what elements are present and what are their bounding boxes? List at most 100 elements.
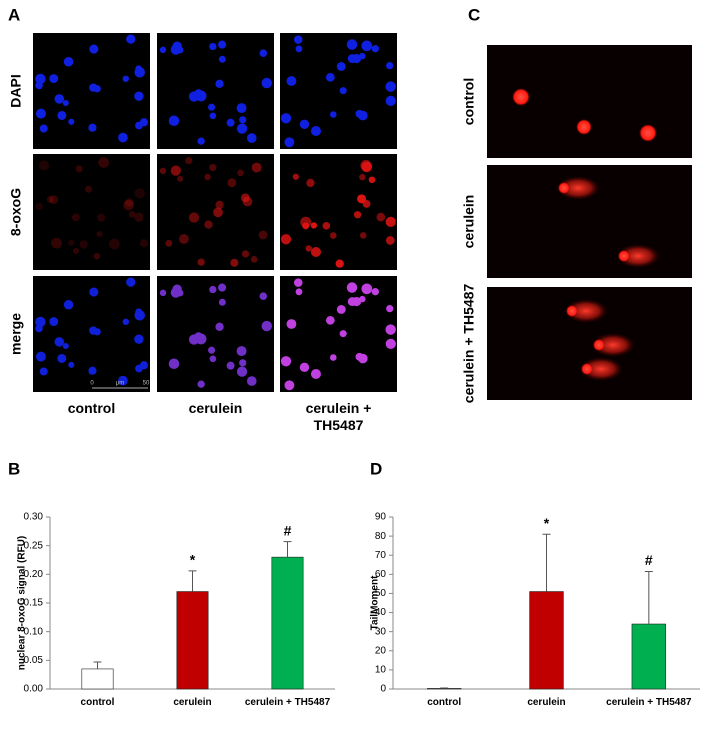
nucleus — [128, 211, 136, 218]
nucleus — [88, 123, 97, 132]
nucleus — [197, 137, 205, 145]
nucleus — [329, 111, 337, 118]
comet-tail — [564, 299, 608, 323]
x-tick-label: cerulein + TH5487 — [606, 697, 692, 708]
nucleus — [159, 46, 167, 54]
nucleus — [35, 202, 43, 211]
comet-tail — [616, 244, 660, 268]
nucleus — [35, 316, 46, 328]
nucleus — [118, 375, 128, 386]
y-axis-label: nuclear 8-oxoG signal (RFU) — [17, 536, 28, 670]
nucleus — [139, 239, 149, 248]
nucleus — [385, 95, 396, 106]
nucleus — [49, 195, 59, 205]
nucleus — [226, 118, 235, 127]
nucleus — [286, 319, 297, 329]
comet — [576, 119, 592, 135]
nucleus — [236, 103, 247, 114]
nucleus — [293, 35, 303, 44]
nucleus — [98, 157, 110, 168]
nucleus — [72, 247, 79, 254]
comet-head — [593, 339, 605, 351]
nucleus — [385, 338, 396, 349]
nucleus — [57, 110, 67, 120]
y-tick-label: 0 — [380, 684, 386, 695]
nucleus — [79, 240, 88, 249]
nucleus — [325, 72, 335, 82]
nucleus — [170, 165, 181, 176]
bar — [631, 623, 667, 690]
nucleus — [310, 222, 317, 229]
nucleus — [280, 113, 292, 124]
nucleus — [385, 236, 395, 245]
row-label: cerulein — [461, 195, 477, 249]
nucleus — [360, 159, 372, 171]
significance-mark: # — [645, 552, 653, 568]
nucleus — [122, 75, 130, 83]
nucleus — [295, 288, 303, 296]
scale-bar-label: 50 — [143, 381, 150, 387]
nucleus — [385, 324, 396, 335]
nucleus — [259, 49, 268, 57]
nucleus — [135, 364, 143, 373]
nucleus — [218, 283, 227, 292]
nucleus — [335, 259, 344, 268]
nucleus — [96, 213, 106, 222]
nucleus — [230, 258, 239, 267]
nucleus — [135, 308, 143, 316]
error-bar — [283, 541, 292, 558]
nucleus — [241, 250, 250, 258]
row-label: DAPI — [8, 74, 24, 107]
nucleus — [134, 91, 144, 101]
micrograph — [280, 276, 397, 392]
comet — [512, 88, 530, 106]
row-label: cerulein + TH5487 — [461, 284, 477, 404]
nucleus — [159, 289, 167, 297]
x-tick-label: control — [427, 697, 462, 708]
column-label-box: cerulein — [188, 400, 243, 416]
nucleus — [322, 221, 331, 230]
nucleus — [293, 278, 303, 287]
nucleus — [385, 81, 396, 92]
nucleus — [209, 285, 217, 294]
nucleus — [339, 330, 347, 338]
nucleus — [346, 39, 358, 50]
nucleus — [168, 115, 180, 127]
x-tick-label-box: control — [427, 697, 462, 708]
nucleus — [280, 356, 292, 367]
nucleus — [208, 346, 216, 354]
nucleus — [134, 212, 144, 222]
nucleus — [299, 362, 310, 373]
nucleus — [35, 108, 46, 119]
nucleus — [250, 255, 258, 263]
column-label: cerulein — [188, 400, 243, 416]
column-label-box: cerulein + TH5487 — [306, 400, 372, 433]
bar — [271, 556, 304, 690]
x-tick-label-box: cerulein — [173, 697, 211, 708]
nucleus — [108, 238, 120, 250]
nucleus — [54, 337, 65, 347]
nucleus — [310, 368, 321, 380]
nucleus — [215, 79, 224, 88]
nucleus — [165, 239, 173, 247]
nucleus — [239, 359, 247, 367]
nucleus — [359, 232, 367, 239]
y-tick-label: 0.00 — [24, 684, 44, 695]
significance-mark: # — [284, 522, 292, 538]
nucleus — [204, 173, 211, 181]
nucleus — [329, 354, 337, 361]
y-tick-label: 0.05 — [24, 655, 44, 666]
nucleus — [168, 358, 180, 370]
nucleus — [75, 165, 83, 173]
nucleus — [185, 156, 193, 165]
nucleus — [209, 42, 217, 51]
nucleus — [54, 94, 65, 104]
nucleus — [135, 121, 143, 130]
nucleus — [85, 185, 93, 193]
y-axis-label: TailMoment — [370, 575, 381, 630]
nucleus — [35, 73, 46, 85]
nucleus — [62, 342, 69, 350]
nucleus — [46, 195, 54, 203]
nucleus — [63, 299, 74, 310]
x-tick-label: cerulein — [527, 697, 566, 708]
